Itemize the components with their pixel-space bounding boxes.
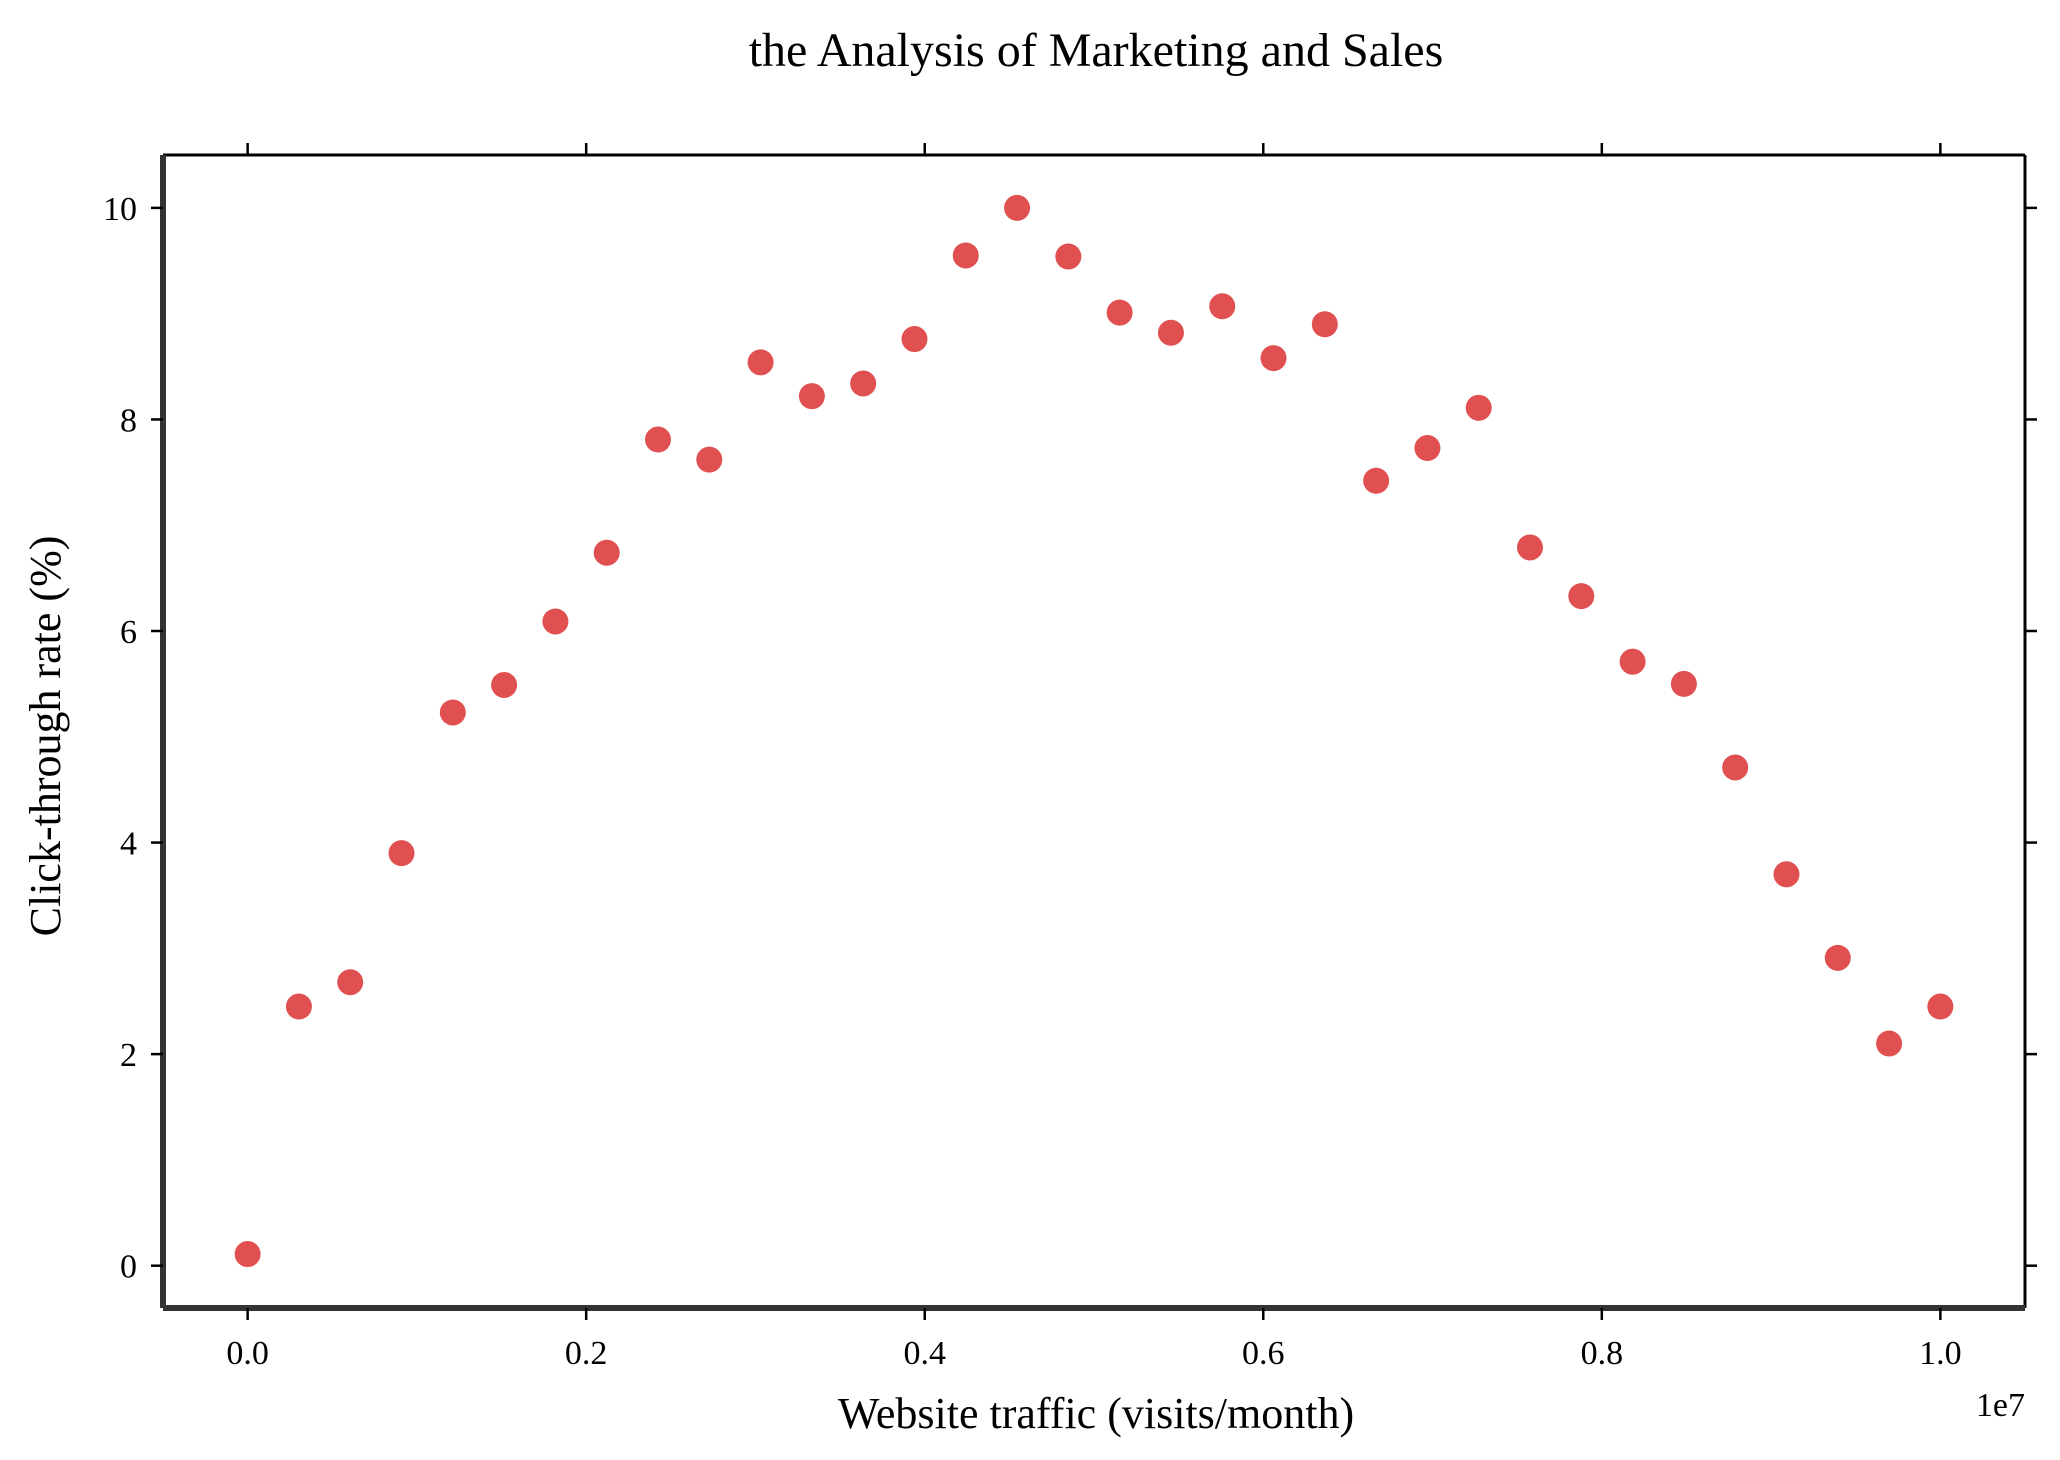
chart-title: the Analysis of Marketing and Sales [749, 24, 1444, 77]
scatter-point [850, 370, 877, 397]
y-tick-label: 0 [120, 1249, 137, 1286]
scatter-point [952, 242, 979, 269]
scatter-point [1722, 754, 1749, 781]
y-tick-label: 4 [120, 826, 137, 863]
scatter-point [901, 326, 928, 353]
scatter-point [1260, 345, 1287, 372]
x-axis-label: Website traffic (visits/month) [838, 1389, 1354, 1438]
scatter-point [285, 993, 312, 1020]
y-tick-label: 8 [120, 402, 137, 439]
y-tick-label: 6 [120, 614, 137, 651]
scatter-point [1927, 993, 1954, 1020]
scatter-point [747, 349, 774, 376]
scatter-point [439, 699, 466, 726]
scatter-point [1004, 194, 1031, 221]
x-tick-label: 0.8 [1581, 1335, 1624, 1372]
y-tick-label: 10 [103, 191, 137, 228]
y-axis-ticks: 0 2 4 6 8 10 [103, 191, 2037, 1286]
scatter-point [491, 671, 518, 698]
scatter-point [1055, 243, 1082, 270]
scatter-point [1106, 299, 1133, 326]
scatter-point [1209, 293, 1236, 320]
scatter-point [798, 383, 825, 410]
scatter-point [1157, 319, 1184, 346]
scatter-point [1465, 394, 1492, 421]
scatter-points [234, 194, 1954, 1268]
scatter-point [337, 969, 364, 996]
scatter-point [1517, 534, 1544, 561]
scatter-point [644, 426, 671, 453]
x-tick-label: 0.2 [565, 1335, 608, 1372]
x-axis-offset-label: 1e7 [1976, 1387, 2025, 1424]
scatter-point [1311, 311, 1338, 338]
scatter-point [1568, 583, 1595, 610]
scatter-point [1619, 648, 1646, 675]
scatter-point [1363, 467, 1390, 494]
scatter-point [1414, 435, 1441, 462]
plot-frame [160, 153, 2027, 1311]
scatter-point [1876, 1030, 1903, 1057]
y-tick-label: 2 [120, 1037, 137, 1074]
scatter-point [1670, 670, 1697, 697]
x-tick-label: 0.4 [903, 1335, 946, 1372]
scatter-point [542, 608, 569, 635]
scatter-point [1824, 944, 1851, 971]
x-tick-label: 1.0 [1919, 1335, 1962, 1372]
scatter-point [593, 539, 620, 566]
x-tick-label: 0.0 [226, 1335, 269, 1372]
x-tick-label: 0.6 [1242, 1335, 1285, 1372]
x-axis-ticks: 0.0 0.2 0.4 0.6 0.8 1.0 [226, 143, 1962, 1372]
y-axis-label: Click-through rate (%) [21, 536, 70, 937]
scatter-point [234, 1241, 261, 1268]
scatter-point [1773, 861, 1800, 888]
scatter-point [696, 446, 723, 473]
scatter-point [388, 840, 415, 867]
